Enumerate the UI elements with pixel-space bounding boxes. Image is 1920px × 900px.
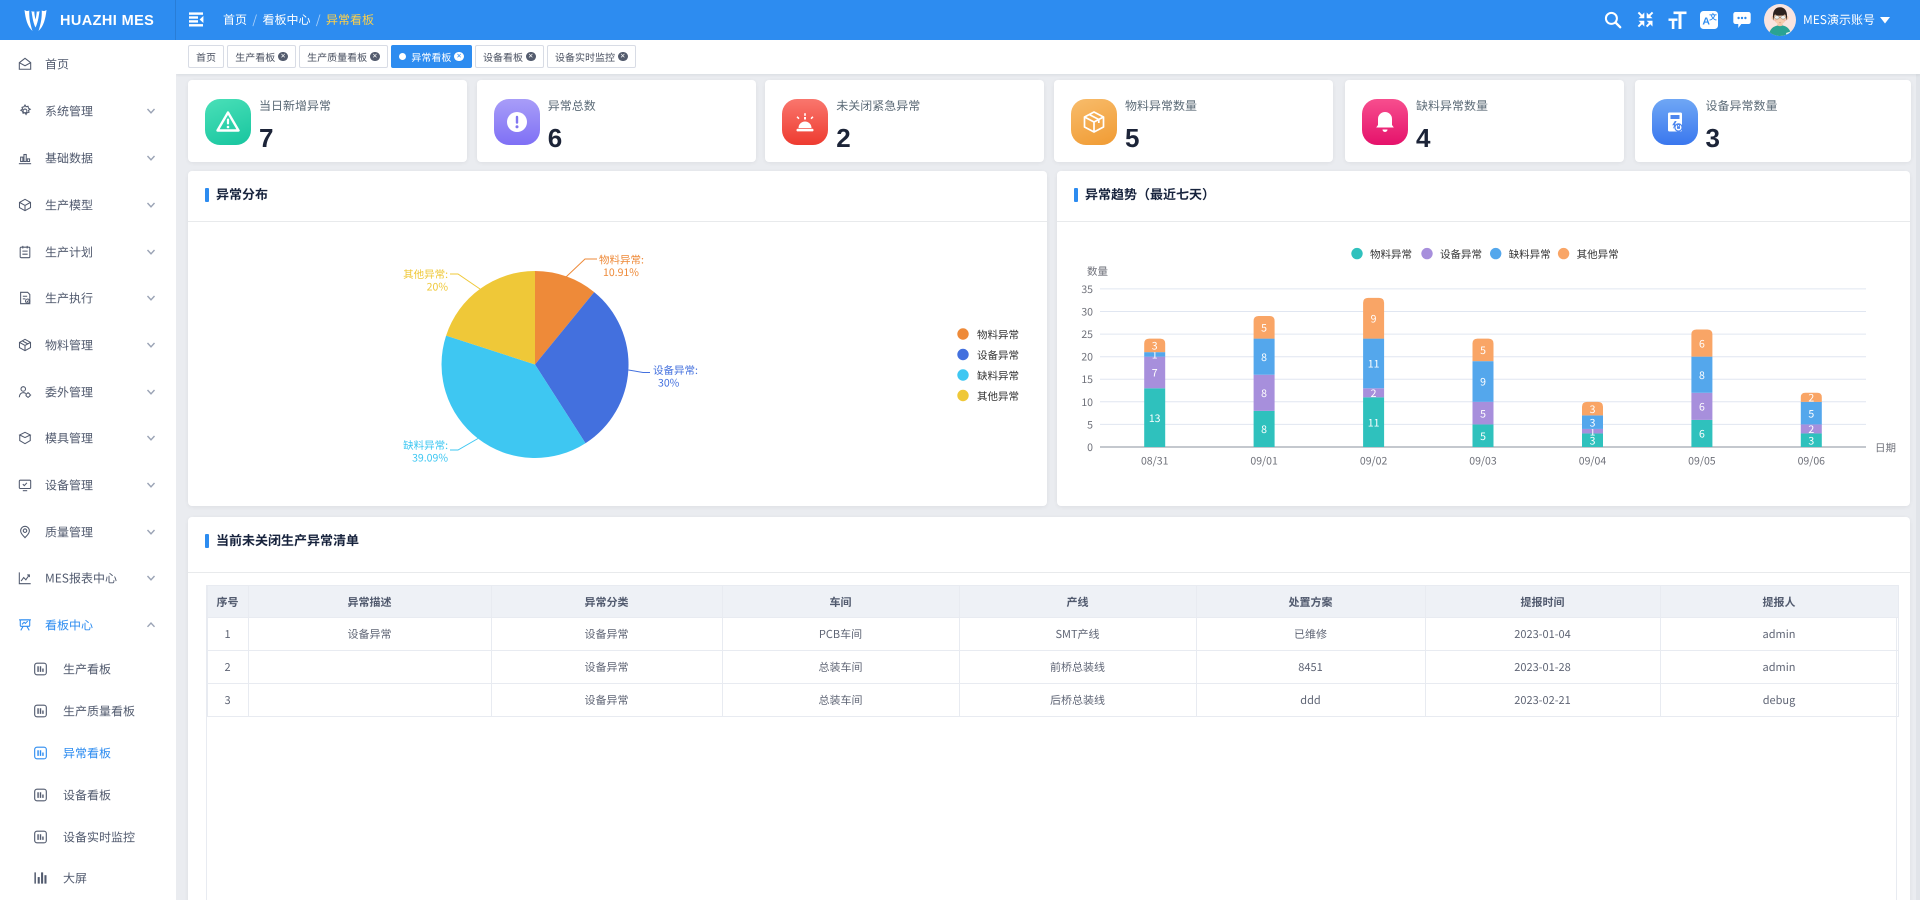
svg-text:其他异常: 其他异常 xyxy=(977,389,1019,404)
svg-text:物料异常: 物料异常 xyxy=(977,328,1019,343)
svg-text:11: 11 xyxy=(1368,357,1380,372)
svg-text:39.09%: 39.09% xyxy=(412,451,448,466)
svg-text:09/04: 09/04 xyxy=(1579,454,1607,469)
svg-text:10.91%: 10.91% xyxy=(603,265,639,280)
svg-text:09/03: 09/03 xyxy=(1469,454,1497,469)
svg-text:25: 25 xyxy=(1081,327,1093,342)
svg-text:5: 5 xyxy=(1480,429,1486,444)
svg-text:2: 2 xyxy=(1808,422,1814,437)
svg-text:15: 15 xyxy=(1081,372,1093,387)
svg-text:8: 8 xyxy=(1261,386,1267,401)
svg-text:数量: 数量 xyxy=(1087,264,1109,279)
svg-text:30: 30 xyxy=(1081,305,1093,320)
svg-text:文: 文 xyxy=(1709,12,1717,23)
svg-text:6: 6 xyxy=(1699,427,1705,442)
svg-text:7: 7 xyxy=(1152,366,1158,381)
svg-text:物料异常:: 物料异常: xyxy=(599,253,644,268)
svg-text:13: 13 xyxy=(1149,411,1161,426)
svg-text:08/31: 08/31 xyxy=(1141,454,1169,469)
svg-text:缺料异常: 缺料异常 xyxy=(977,369,1019,384)
svg-text:2: 2 xyxy=(1371,386,1377,401)
svg-text:1: 1 xyxy=(1590,424,1596,439)
svg-text:5: 5 xyxy=(1808,406,1814,421)
svg-text:2: 2 xyxy=(1808,391,1814,406)
svg-text:9: 9 xyxy=(1371,312,1377,327)
svg-text:3: 3 xyxy=(1590,415,1596,430)
svg-text:A: A xyxy=(1702,16,1710,28)
svg-text:1: 1 xyxy=(1152,348,1158,363)
svg-text:设备异常: 设备异常 xyxy=(977,348,1019,363)
svg-text:8: 8 xyxy=(1699,368,1705,383)
svg-text:3: 3 xyxy=(1808,433,1814,448)
svg-text:5: 5 xyxy=(1480,343,1486,358)
svg-text:09/02: 09/02 xyxy=(1360,454,1388,469)
svg-text:设备异常:: 设备异常: xyxy=(653,363,698,378)
svg-text:9: 9 xyxy=(1480,375,1486,390)
svg-text:11: 11 xyxy=(1368,415,1380,430)
svg-text:20%: 20% xyxy=(427,280,449,295)
svg-text:3: 3 xyxy=(1152,339,1158,354)
svg-text:5: 5 xyxy=(1087,417,1093,432)
svg-text:20: 20 xyxy=(1081,350,1093,365)
svg-text:10: 10 xyxy=(1081,395,1093,410)
svg-text:3: 3 xyxy=(1590,433,1596,448)
svg-text:09/05: 09/05 xyxy=(1688,454,1716,469)
svg-text:09/06: 09/06 xyxy=(1798,454,1826,469)
svg-text:日期: 日期 xyxy=(1875,441,1896,456)
svg-text:缺料异常:: 缺料异常: xyxy=(403,438,448,453)
svg-text:8: 8 xyxy=(1261,422,1267,437)
svg-text:其他异常:: 其他异常: xyxy=(403,267,448,282)
svg-text:8: 8 xyxy=(1261,350,1267,365)
svg-text:6: 6 xyxy=(1699,336,1705,351)
svg-text:09/01: 09/01 xyxy=(1250,454,1278,469)
svg-text:0: 0 xyxy=(1087,440,1093,455)
svg-text:设备异常: 设备异常 xyxy=(1440,247,1482,262)
svg-text:物料异常: 物料异常 xyxy=(1370,247,1412,262)
svg-text:5: 5 xyxy=(1261,321,1267,336)
svg-text:3: 3 xyxy=(1590,402,1596,417)
svg-text:35: 35 xyxy=(1081,282,1093,297)
svg-text:30%: 30% xyxy=(658,376,680,391)
svg-text:6: 6 xyxy=(1699,400,1705,415)
svg-text:缺料异常: 缺料异常 xyxy=(1509,247,1551,262)
svg-text:5: 5 xyxy=(1480,406,1486,421)
svg-text:其他异常: 其他异常 xyxy=(1577,247,1619,262)
